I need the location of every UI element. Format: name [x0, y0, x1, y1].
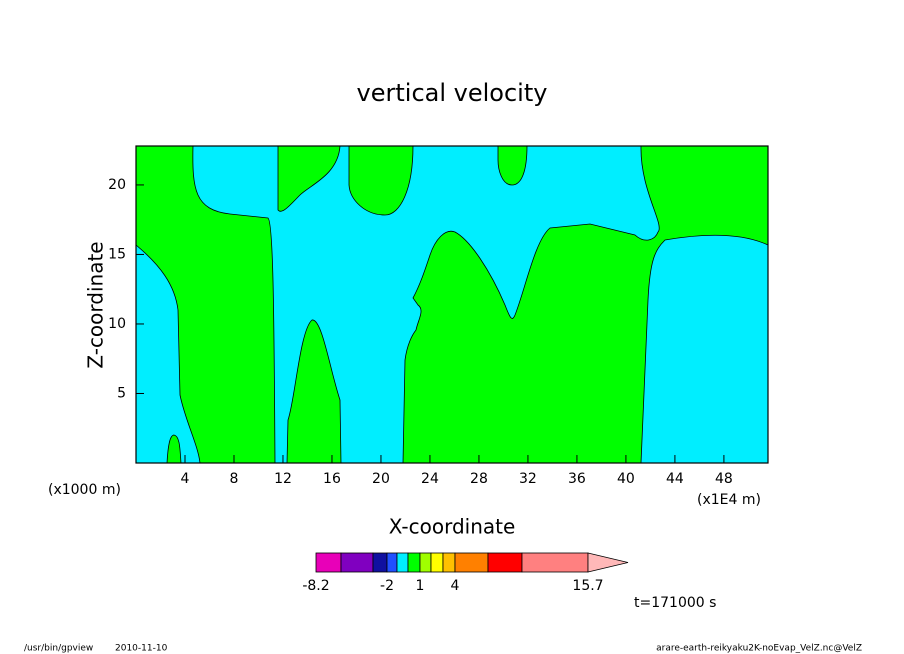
- x-tick-label: 32: [519, 471, 537, 487]
- colorbar-segment: [521, 552, 589, 573]
- x-unit-label: (x1E4 m): [697, 492, 761, 508]
- colorbar-segment: [407, 552, 421, 573]
- contour-region: [402, 146, 768, 463]
- x-unit-label: (x1000 m): [48, 482, 121, 498]
- colorbar-segment: [372, 552, 388, 573]
- colorbar-segment: [419, 552, 432, 573]
- colorbar-segment: [442, 552, 456, 573]
- colorbar-label: 4: [451, 578, 460, 594]
- colorbar-segment: [340, 552, 374, 573]
- time-label: t=171000 s: [634, 595, 716, 611]
- chart-title: vertical velocity: [357, 79, 548, 107]
- footer-program: /usr/bin/gpview: [24, 644, 93, 654]
- colorbar-label: 1: [416, 578, 425, 594]
- contour-region: [136, 146, 276, 463]
- colorbar-segment: [487, 552, 523, 573]
- x-tick-label: 8: [230, 471, 239, 487]
- x-tick-label: 48: [715, 471, 733, 487]
- colorbar-label: 15.7: [572, 578, 603, 594]
- colorbar-extension: [587, 552, 629, 573]
- colorbar-segment: [386, 552, 398, 573]
- footer-date: 2010-11-10: [115, 644, 168, 654]
- contour-region: [277, 146, 341, 212]
- contour-region: [286, 319, 342, 463]
- contour-region: [348, 146, 414, 216]
- footer-source: arare-earth-reikyaku2K-noEvap_VelZ.nc@Ve…: [656, 644, 862, 654]
- x-tick-label: 20: [372, 471, 390, 487]
- x-tick-label: 4: [181, 471, 190, 487]
- y-tick-label: 20: [108, 177, 126, 193]
- contour-region: [497, 146, 528, 186]
- x-tick-label: 24: [421, 471, 439, 487]
- x-tick-label: 44: [666, 471, 684, 487]
- colorbar-segment: [454, 552, 489, 573]
- colorbar-segment: [315, 552, 342, 573]
- x-tick-label: 28: [470, 471, 488, 487]
- y-tick-label: 15: [108, 246, 126, 262]
- x-tick-label: 16: [323, 471, 341, 487]
- y-axis-label: Z-coordinate: [84, 241, 108, 368]
- x-axis-label: X-coordinate: [389, 515, 516, 539]
- colorbar-segment: [396, 552, 409, 573]
- y-tick-label: 5: [117, 385, 126, 401]
- colorbar-label: -2: [380, 578, 394, 594]
- x-tick-label: 12: [274, 471, 292, 487]
- colorbar-segment: [430, 552, 444, 573]
- plot-frame: [135, 145, 769, 464]
- y-tick-label: 10: [108, 316, 126, 332]
- x-tick-label: 36: [568, 471, 586, 487]
- contour-region: [166, 434, 182, 463]
- x-tick-label: 40: [617, 471, 635, 487]
- colorbar-label: -8.2: [302, 578, 329, 594]
